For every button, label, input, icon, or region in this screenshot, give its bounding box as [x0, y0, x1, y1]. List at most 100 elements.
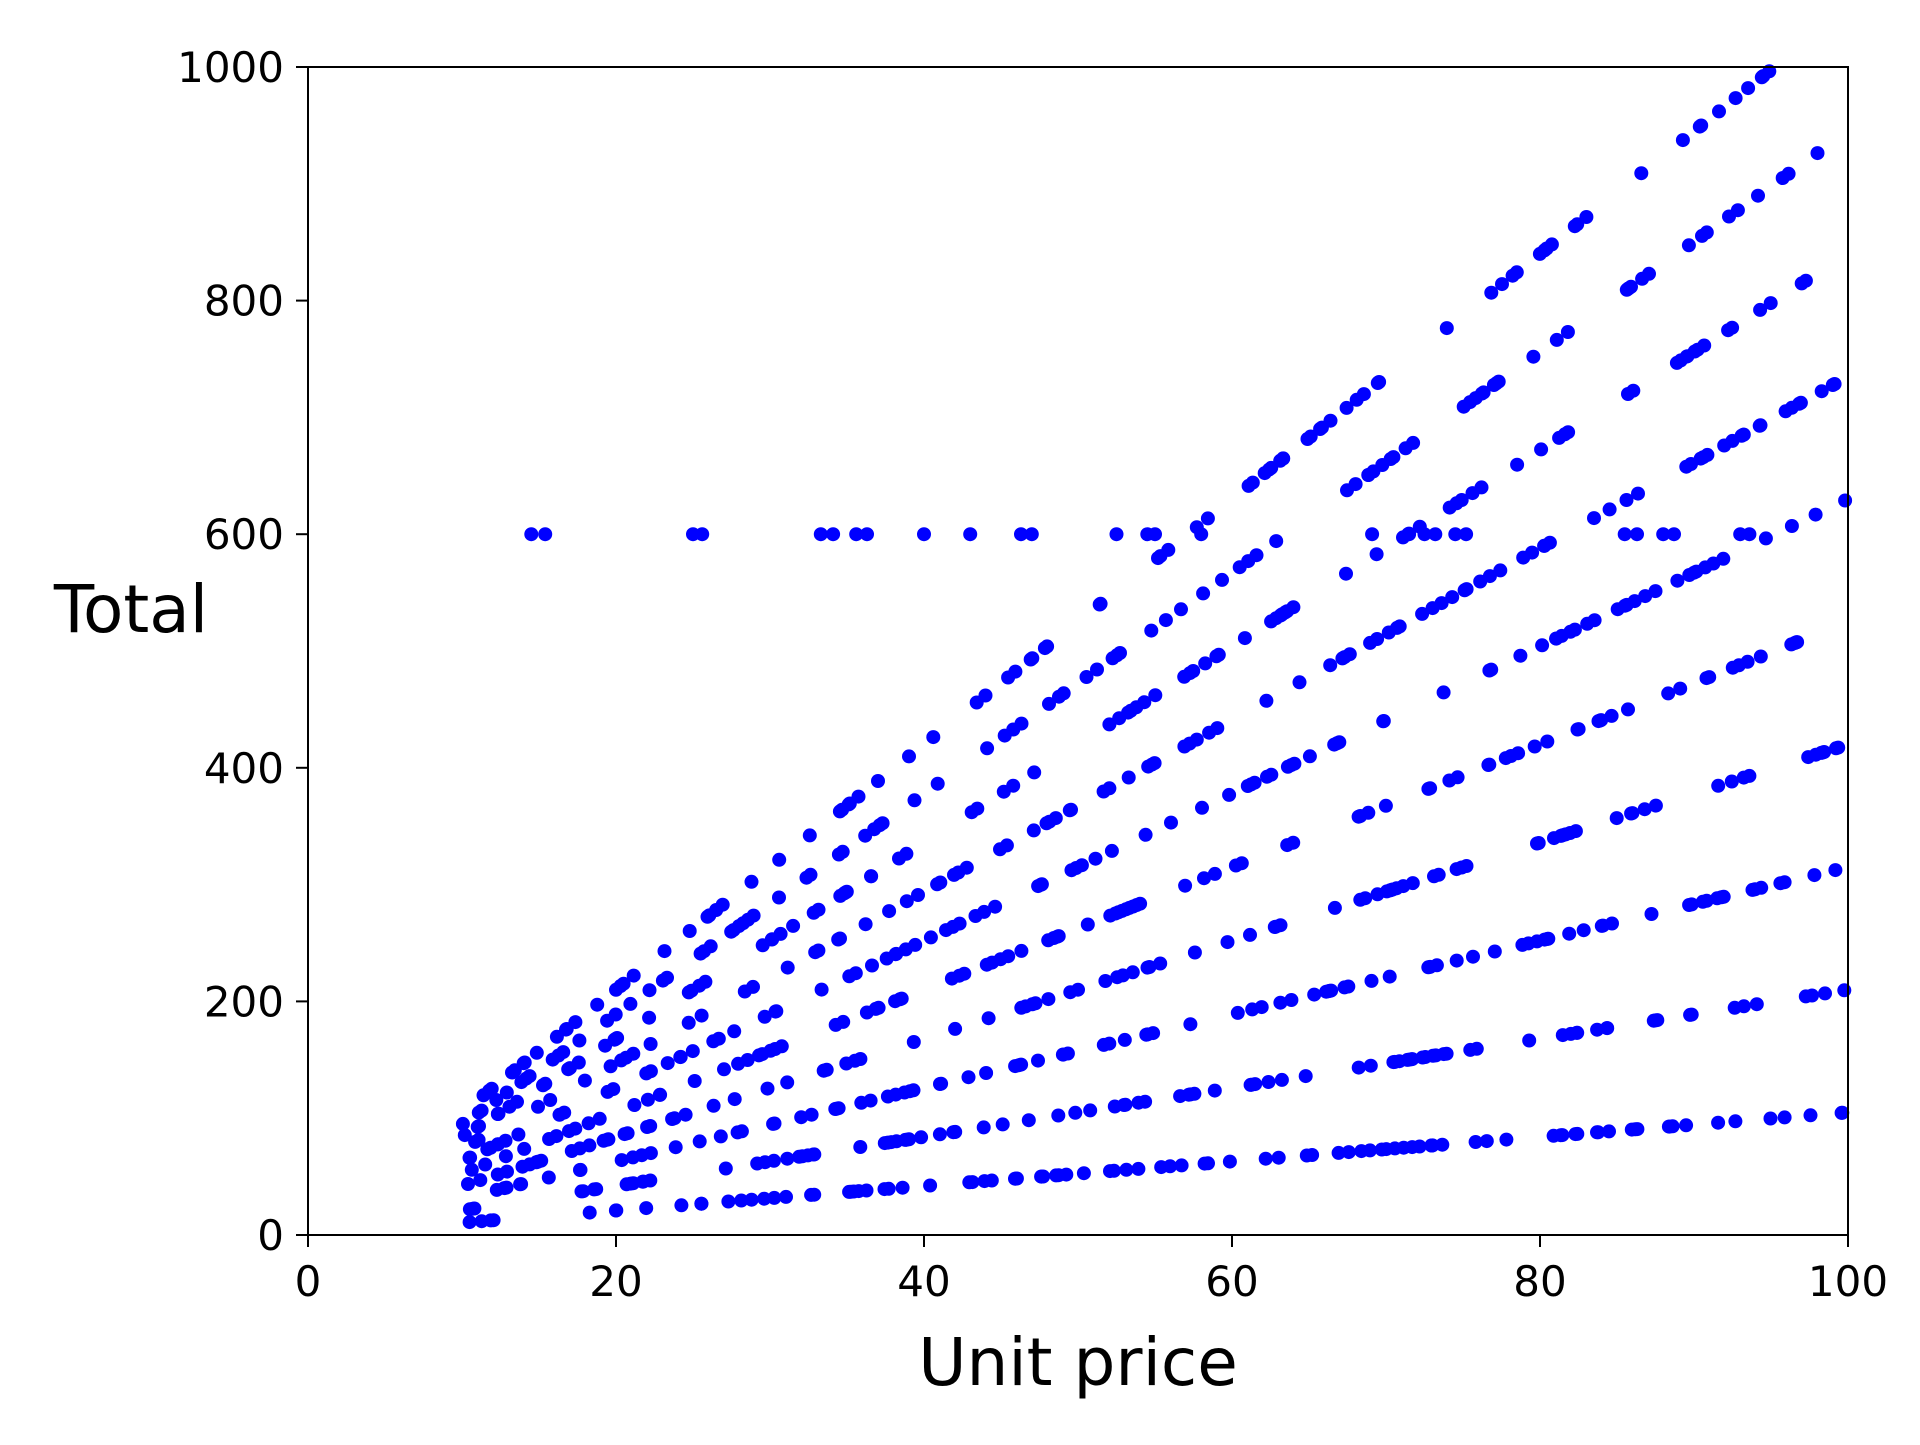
data-point	[907, 793, 922, 808]
data-point	[744, 1192, 759, 1207]
data-point	[673, 1050, 688, 1065]
data-point	[511, 1127, 526, 1142]
data-point	[582, 1138, 597, 1153]
data-point	[1056, 686, 1071, 701]
data-point	[1141, 759, 1156, 774]
data-point	[849, 527, 864, 542]
data-point	[826, 527, 841, 542]
x-tick-label: 80	[1513, 1257, 1566, 1306]
data-point	[721, 1194, 736, 1209]
data-point	[1763, 1111, 1778, 1126]
data-point	[1463, 1042, 1478, 1057]
data-point	[1027, 765, 1042, 780]
data-point	[473, 1173, 488, 1188]
data-point	[524, 527, 539, 542]
data-point	[899, 846, 914, 861]
data-point	[697, 944, 711, 959]
data-point	[1736, 999, 1751, 1014]
data-point	[1637, 802, 1652, 817]
data-point	[1146, 1026, 1161, 1041]
data-point	[854, 1095, 869, 1110]
data-point	[1237, 631, 1252, 646]
y-tick-label: 200	[204, 977, 284, 1026]
data-point	[1544, 237, 1559, 252]
data-point	[472, 1119, 486, 1134]
data-point	[1323, 658, 1338, 673]
data-point	[1023, 652, 1038, 667]
data-point	[600, 1084, 615, 1099]
data-point	[1164, 815, 1178, 830]
data-point	[590, 997, 605, 1012]
data-point	[981, 1011, 996, 1026]
data-point	[839, 884, 854, 899]
data-point	[926, 730, 941, 745]
data-point	[1604, 708, 1619, 723]
data-point	[1579, 210, 1594, 224]
data-point	[1163, 1159, 1178, 1174]
data-point	[995, 1117, 1010, 1132]
data-point	[1459, 859, 1474, 873]
data-point	[668, 1140, 683, 1155]
data-point	[923, 930, 938, 945]
data-point	[1730, 203, 1745, 218]
data-point	[813, 527, 828, 542]
data-point	[476, 1088, 491, 1103]
data-point	[543, 1093, 558, 1107]
data-point	[1728, 91, 1743, 106]
data-point	[505, 1065, 519, 1080]
data-point	[466, 1201, 480, 1216]
data-point	[780, 1151, 795, 1166]
data-point	[948, 1021, 963, 1036]
data-point	[464, 1162, 479, 1177]
data-point	[1104, 843, 1119, 858]
data-point	[803, 867, 818, 882]
data-point	[681, 1015, 696, 1030]
data-point	[1125, 965, 1140, 980]
data-point	[1014, 527, 1028, 542]
data-point	[1088, 851, 1103, 866]
data-point	[1734, 428, 1749, 443]
data-point	[1292, 675, 1307, 690]
data-point	[1594, 713, 1609, 728]
data-point	[1031, 1053, 1045, 1068]
data-point	[1249, 548, 1264, 563]
data-point	[1151, 551, 1165, 566]
data-point	[1241, 478, 1256, 493]
data-point	[1378, 798, 1393, 813]
data-point	[1828, 863, 1843, 878]
data-point	[1673, 353, 1688, 368]
data-point	[1728, 1114, 1743, 1129]
data-point	[984, 1173, 999, 1188]
data-point	[538, 1076, 553, 1091]
data-point	[1424, 1138, 1439, 1153]
data-point	[763, 1043, 778, 1058]
data-point	[1273, 918, 1288, 933]
data-point	[614, 1053, 629, 1068]
data-point	[1725, 660, 1740, 675]
data-point	[1692, 119, 1707, 134]
data-point	[1041, 992, 1056, 1007]
data-point	[882, 904, 897, 919]
data-point	[623, 996, 638, 1011]
data-point	[614, 1153, 629, 1168]
data-point	[957, 966, 972, 981]
data-point	[471, 1105, 486, 1120]
data-point	[1665, 1119, 1680, 1134]
data-point	[1341, 1145, 1356, 1160]
data-point	[1313, 422, 1328, 436]
data-point	[1103, 908, 1118, 923]
data-point	[945, 919, 960, 934]
data-point	[814, 982, 829, 997]
data-point	[457, 1128, 472, 1143]
data-point	[1549, 631, 1564, 646]
data-point	[1499, 1132, 1514, 1147]
data-point	[1724, 774, 1739, 789]
data-point	[1076, 1166, 1091, 1181]
data-point	[639, 1201, 654, 1216]
data-point	[1365, 527, 1380, 542]
data-point	[549, 1029, 564, 1044]
data-point	[1341, 979, 1356, 994]
data-point	[1568, 824, 1583, 839]
data-point	[1439, 1046, 1454, 1061]
data-point	[1382, 969, 1397, 984]
